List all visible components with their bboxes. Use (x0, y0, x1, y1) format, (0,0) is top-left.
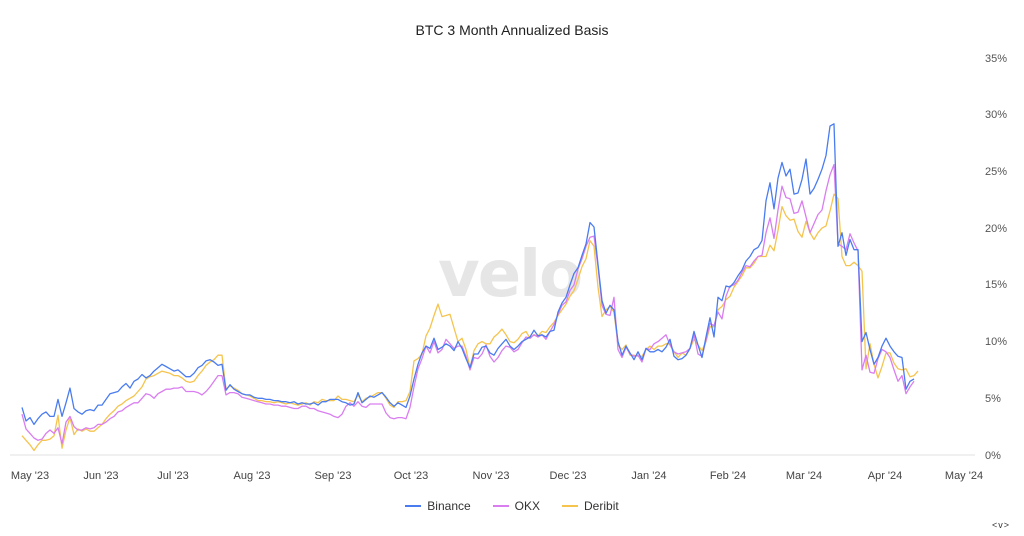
x-tick-label: Sep '23 (315, 470, 352, 482)
legend-label: Deribit (584, 499, 619, 513)
x-tick-label: May '23 (11, 470, 49, 482)
y-tick-label: 15% (985, 279, 1007, 291)
legend-line-icon (492, 505, 509, 507)
y-tick-label: 10% (985, 336, 1007, 348)
legend-item-okx[interactable]: OKX (492, 499, 541, 513)
series-line-okx (21, 163, 915, 445)
x-tick-label: Jan '24 (631, 470, 666, 482)
y-tick-label: 35% (985, 53, 1007, 65)
chart-title: BTC 3 Month Annualized Basis (415, 22, 609, 38)
y-axis: 35% 30% 25% 20% 15% 10% 5% 0% (985, 53, 1007, 462)
code-toggle-button[interactable]: <v> (991, 520, 1010, 530)
x-tick-label: Jun '23 (83, 470, 118, 482)
y-tick-label: 20% (985, 223, 1007, 235)
x-tick-label: Feb '24 (710, 470, 746, 482)
y-tick-label: 25% (985, 166, 1007, 178)
x-tick-label: Mar '24 (786, 470, 822, 482)
velo-watermark: velo (438, 238, 583, 312)
x-tick-label: May '24 (945, 470, 983, 482)
legend-label: OKX (514, 499, 541, 513)
legend: Binance OKX Deribit (0, 499, 1024, 513)
series-line-deribit (21, 193, 919, 452)
y-tick-label: 30% (985, 109, 1007, 121)
x-axis: May '23 Jun '23 Jul '23 Aug '23 Sep '23 Oct '… (11, 470, 983, 482)
x-tick-label: Oct '23 (394, 470, 429, 482)
legend-line-icon (405, 505, 422, 507)
y-tick-label: 0% (985, 450, 1001, 462)
x-tick-label: Jul '23 (157, 470, 188, 482)
x-tick-label: Aug '23 (234, 470, 271, 482)
legend-line-icon (562, 505, 579, 507)
series-line-binance (21, 123, 915, 426)
legend-item-deribit[interactable]: Deribit (562, 499, 619, 513)
series-lines (21, 123, 919, 452)
x-tick-label: Dec '23 (550, 470, 587, 482)
legend-item-binance[interactable]: Binance (405, 499, 471, 513)
legend-label: Binance (427, 499, 471, 513)
y-tick-label: 5% (985, 393, 1001, 405)
x-tick-label: Nov '23 (473, 470, 510, 482)
x-tick-label: Apr '24 (868, 470, 903, 482)
